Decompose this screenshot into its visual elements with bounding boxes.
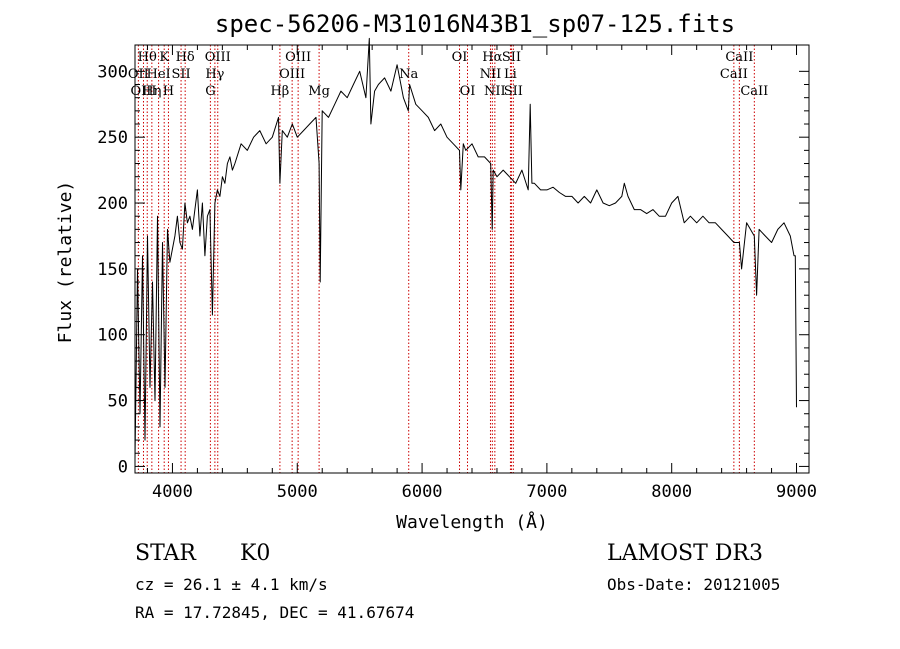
x-axis-label: Wavelength (Å) (396, 511, 548, 533)
survey-name: LAMOST DR3 (607, 541, 763, 566)
line-label: OIII (130, 84, 156, 99)
line-label: Hγ (205, 67, 224, 82)
chart-title: spec-56206-M31016N43B1_sp07-125.fits (215, 10, 735, 38)
line-label: G (205, 84, 215, 99)
y-tick-labels: 0 50 100 150 200 250 300 (97, 62, 128, 477)
x-tick-label: 9000 (776, 482, 817, 502)
y-axis-label: Flux (relative) (55, 181, 76, 344)
axis-ticks (135, 45, 809, 473)
line-label: SII (504, 84, 523, 99)
y-tick-label: 150 (97, 260, 128, 280)
line-label: SII (502, 50, 521, 65)
x-tick-label: 8000 (651, 482, 692, 502)
line-label: OII (128, 67, 149, 82)
observation-date: Obs-Date: 20121005 (607, 575, 780, 594)
y-tick-label: 200 (97, 194, 128, 214)
line-label: Hη (142, 84, 161, 99)
x-tick-label: 7000 (526, 482, 567, 502)
line-label: CaII (740, 84, 768, 99)
y-tick-label: 100 (97, 326, 128, 346)
line-label: SII (171, 67, 190, 82)
line-label: Hα (482, 50, 502, 65)
emission-line-markers (137, 45, 755, 473)
sky-coordinates: RA = 17.72845, DEC = 41.67674 (135, 603, 414, 622)
object-subclass: K0 (240, 541, 270, 566)
object-class: STAR (135, 541, 197, 566)
plot-frame (134, 44, 810, 474)
line-label: Na (399, 67, 418, 82)
line-label: NII (480, 67, 502, 82)
line-label: Mg (308, 84, 330, 99)
line-label: OIII (205, 50, 231, 65)
spectrum-series (134, 37, 797, 460)
x-tick-label: 5000 (277, 482, 318, 502)
y-tick-label: 50 (108, 392, 128, 412)
line-label: OI (460, 84, 476, 99)
y-tick-label: 0 (118, 457, 128, 477)
line-label: Hδ (176, 50, 195, 65)
line-label: H (163, 84, 174, 99)
redshift-velocity: cz = 26.1 ± 4.1 km/s (135, 575, 328, 594)
line-label: CaII (720, 67, 748, 82)
line-label: Hβ (270, 84, 289, 99)
y-tick-label: 300 (97, 62, 128, 82)
spectrum-line (134, 37, 797, 460)
line-label: OI (452, 50, 468, 65)
x-tick-labels: 4000 5000 6000 7000 8000 9000 (152, 482, 817, 502)
x-tick-label: 6000 (402, 482, 443, 502)
y-tick-label: 250 (97, 128, 128, 148)
line-label: CaII (725, 50, 753, 65)
emission-line-labels: Hθ OII OIII K HeI Hη H Hδ SII OIII Hγ G OIII OIII Hβ Mg… (128, 50, 768, 99)
x-tick-label: 4000 (152, 482, 193, 502)
line-label: OIII (285, 50, 311, 65)
line-label: NII (484, 84, 506, 99)
line-label: Hθ (138, 50, 157, 65)
line-label: OIII (279, 67, 305, 82)
line-label: Li (504, 67, 517, 82)
line-label: HeI (147, 67, 171, 82)
line-label: K (159, 50, 169, 65)
